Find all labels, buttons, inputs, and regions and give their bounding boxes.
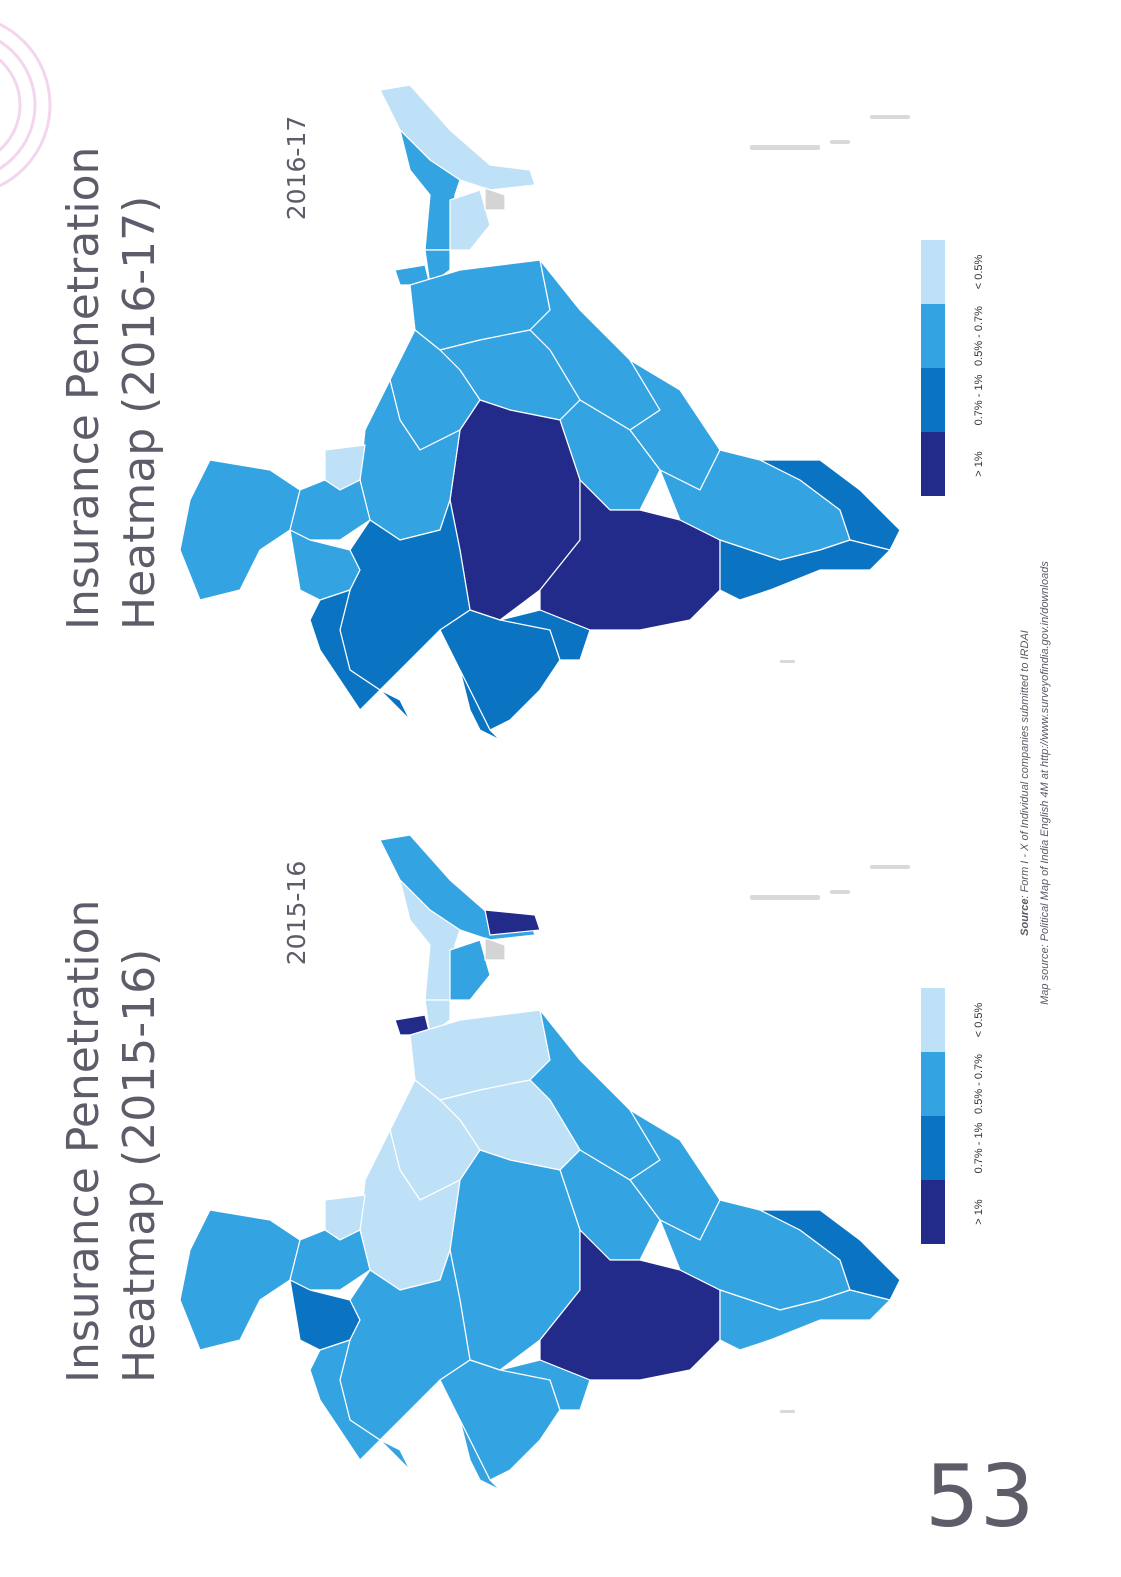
india-heatmap-2015-16 xyxy=(179,834,910,1491)
map-title-2015-16: Insurance Penetration Heatmap (2015-16) xyxy=(56,899,168,1383)
region-west-north xyxy=(289,1229,371,1291)
region-northeast-dark xyxy=(484,909,541,936)
region-south-coast xyxy=(719,539,891,601)
region-no-data-1 xyxy=(484,937,506,961)
region-gujarat-east xyxy=(499,1359,591,1411)
title-line-1: Insurance Penetration xyxy=(58,146,109,630)
region-east-strip xyxy=(424,999,451,1036)
legend-label-gt-1: > 1% xyxy=(973,1199,985,1225)
map-title-2016-17: Insurance Penetration Heatmap (2016-17) xyxy=(56,146,168,630)
region-northeast-east xyxy=(449,939,491,1001)
legend-swatch-gt-1 xyxy=(921,432,945,496)
region-south-coast xyxy=(719,1289,891,1351)
legend-label-lt-05: < 0.5% xyxy=(973,1002,985,1038)
region-west-coast xyxy=(179,459,301,601)
legend-swatch-05-07 xyxy=(921,1052,945,1116)
source-text: : Form I - X of Individual companies sub… xyxy=(1019,630,1031,899)
region-jk xyxy=(459,669,501,741)
legend-swatch-05-07 xyxy=(921,304,945,368)
legend-swatch-gt-1 xyxy=(921,1180,945,1244)
source-label: Source xyxy=(1019,898,1031,936)
legend-swatch-07-1 xyxy=(921,368,945,432)
region-rajasthan-west xyxy=(309,1339,411,1471)
legend-swatch-lt-05 xyxy=(921,988,945,1052)
legend-label-gt-1: > 1% xyxy=(973,451,985,477)
title-line-1: Insurance Penetration xyxy=(58,899,109,1383)
region-south-dark xyxy=(539,479,721,631)
region-no-data-1 xyxy=(484,187,506,211)
islands-andaman xyxy=(750,865,910,1413)
legend-label-07-1: 0.7% - 1% xyxy=(973,1122,985,1174)
region-northeast-east xyxy=(449,189,491,251)
region-west-north xyxy=(289,479,371,541)
region-east-strip xyxy=(424,249,451,286)
legend-label-05-07: 0.5% - 0.7% xyxy=(973,306,985,366)
region-jk xyxy=(459,1419,501,1491)
legend-swatch-lt-05 xyxy=(921,240,945,304)
legend-label-07-1: 0.7% - 1% xyxy=(973,374,985,426)
source-note: Source: Form I - X of Individual compani… xyxy=(1017,503,1033,1063)
region-gujarat-east xyxy=(499,609,591,661)
region-west-coast xyxy=(179,1209,301,1351)
islands-andaman xyxy=(750,115,910,663)
page-number: 53 xyxy=(925,1447,1035,1547)
legend-swatch-07-1 xyxy=(921,1116,945,1180)
legend-label-lt-05: < 0.5% xyxy=(973,254,985,290)
decorative-arcs xyxy=(0,22,52,188)
region-rajasthan-west xyxy=(309,589,411,721)
map-source-note: Map source: Political Map of India Engli… xyxy=(1039,561,1051,1005)
region-south-dark xyxy=(539,1229,721,1381)
legend-label-05-07: 0.5% - 0.7% xyxy=(973,1054,985,1114)
india-heatmap-2016-17 xyxy=(179,84,910,741)
